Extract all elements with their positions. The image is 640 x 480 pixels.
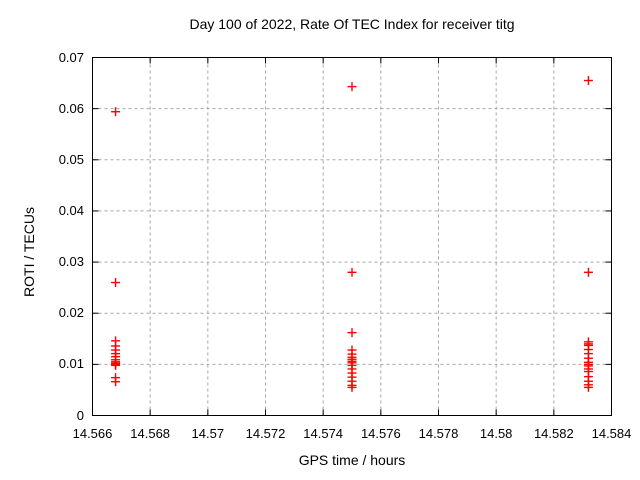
plot-area	[92, 57, 612, 416]
y-tick-label: 0.03	[58, 254, 84, 270]
x-tick-label: 14.572	[245, 426, 286, 441]
y-tick-label: 0.07	[58, 49, 84, 65]
x-tick-label: 14.578	[418, 426, 459, 441]
x-tick-label: 14.582	[533, 426, 574, 441]
x-tick-label: 14.566	[72, 426, 113, 441]
y-axis-label: ROTI / TECUs	[21, 207, 37, 297]
y-tick-label: 0.05	[58, 151, 84, 167]
plot-border	[92, 57, 612, 416]
y-tick-label: 0.04	[58, 202, 84, 218]
x-tick-label: 14.576	[360, 426, 401, 441]
y-tick-label: 0.02	[58, 305, 84, 321]
x-tick-label: 14.574	[303, 426, 344, 441]
x-tick-label: 14.584	[591, 426, 632, 441]
y-tick-label: 0.06	[58, 100, 84, 116]
y-tick-label: 0	[76, 407, 84, 423]
x-tick-label: 14.57	[191, 426, 225, 441]
x-tick-label: 14.568	[130, 426, 171, 441]
x-axis-label: GPS time / hours	[298, 452, 406, 468]
chart-title: Day 100 of 2022, Rate Of TEC Index for r…	[189, 16, 515, 32]
x-tick-label: 14.58	[479, 426, 513, 441]
y-tick-label: 0.01	[58, 356, 84, 372]
